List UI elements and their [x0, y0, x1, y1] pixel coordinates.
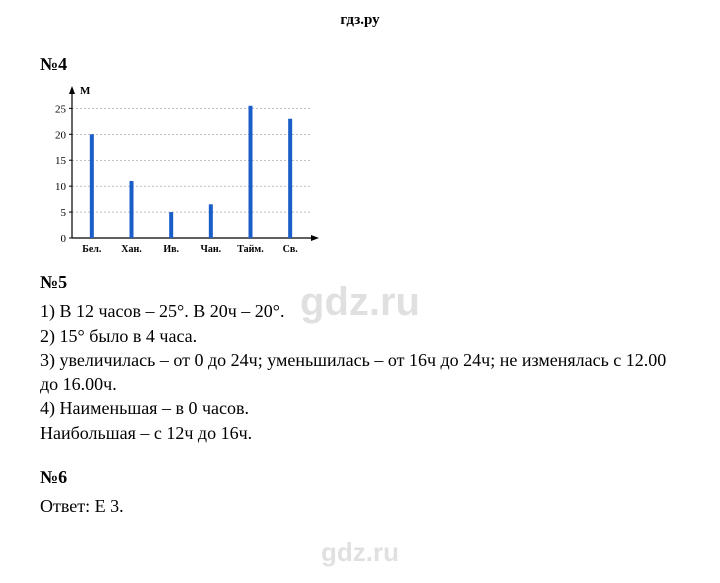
watermark: gdz.ru — [321, 537, 399, 568]
section-5: №5 1) В 12 часов – 25°. В 20ч – 20°. 2) … — [40, 270, 680, 445]
answer-line: 2) 15° было в 4 часа. — [40, 324, 680, 348]
svg-text:20: 20 — [55, 129, 67, 141]
site-name: гдз.ру — [340, 12, 379, 28]
answer-text: Ответ: Е 3. — [40, 494, 680, 518]
svg-text:Чан.: Чан. — [201, 244, 222, 255]
svg-text:15: 15 — [55, 155, 67, 167]
answer-line: Наибольшая – с 12ч до 16ч. — [40, 421, 680, 445]
svg-text:Хан.: Хан. — [121, 244, 142, 255]
answer-line: 3) увеличилась – от 0 до 24ч; уменьшилас… — [40, 348, 680, 397]
section-4-title: №4 — [40, 54, 680, 75]
section-6-title: №6 — [40, 465, 680, 489]
answer-line: 4) Наименьшая – в 0 часов. — [40, 396, 680, 420]
page-header: гдз.ру — [0, 0, 720, 54]
svg-text:25: 25 — [55, 103, 67, 115]
svg-text:Тайм.: Тайм. — [237, 244, 264, 255]
section-6: №6 Ответ: Е 3. — [40, 465, 680, 519]
svg-text:Бел.: Бел. — [82, 244, 102, 255]
svg-text:10: 10 — [55, 181, 67, 193]
page-content: №4 0 5 10 15 20 25 М Бел. Хан. Ив. Чан. Тайм. Св. №5… — [0, 54, 720, 519]
bar-chart: 0 5 10 15 20 25 М Бел. Хан. Ив. Чан. Тайм. Св. — [40, 80, 320, 260]
answer-line: 1) В 12 часов – 25°. В 20ч – 20°. — [40, 299, 680, 323]
section-5-title: №5 — [40, 270, 680, 294]
svg-text:5: 5 — [61, 207, 67, 219]
svg-text:Св.: Св. — [283, 244, 299, 255]
svg-text:М: М — [80, 85, 91, 97]
chart-svg: 0 5 10 15 20 25 М Бел. Хан. Ив. Чан. Тайм. Св. — [40, 80, 320, 260]
svg-text:0: 0 — [61, 233, 67, 245]
svg-text:Ив.: Ив. — [163, 244, 179, 255]
